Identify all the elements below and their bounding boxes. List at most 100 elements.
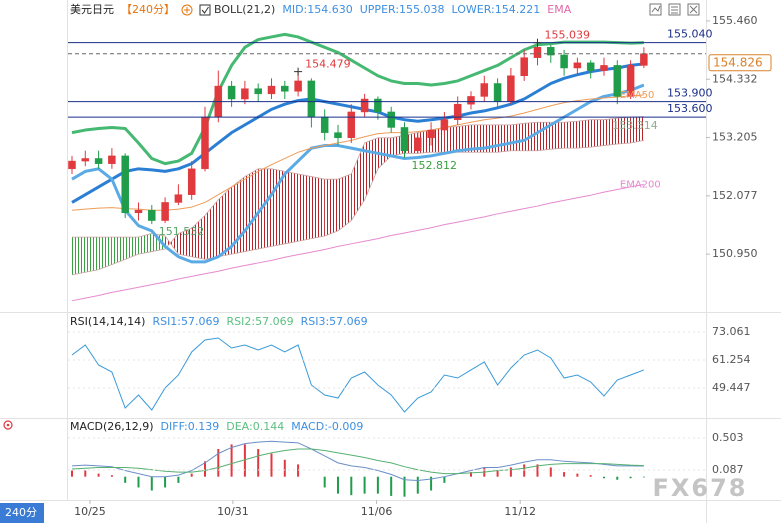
macd-bar bbox=[190, 473, 193, 477]
last-price-label: 154.826 bbox=[713, 56, 763, 70]
macd-bar bbox=[403, 476, 406, 497]
candle-body bbox=[334, 132, 342, 139]
settings-icon[interactable] bbox=[181, 4, 193, 16]
cloud-segment bbox=[324, 179, 338, 237]
macd-bar bbox=[336, 476, 339, 494]
candle-body bbox=[294, 80, 302, 92]
cloud-segment bbox=[603, 118, 618, 146]
icon-button[interactable] bbox=[687, 3, 700, 16]
checkbox[interactable] bbox=[199, 4, 211, 16]
y-tick-label: 49.447 bbox=[712, 381, 751, 394]
cloud-segment bbox=[151, 233, 166, 252]
macd-bar bbox=[523, 464, 526, 477]
candle-body bbox=[241, 88, 249, 100]
indicator-label: EMA bbox=[547, 3, 571, 16]
candle-body bbox=[148, 209, 156, 221]
macd-bar bbox=[430, 476, 433, 491]
macd-bar bbox=[376, 476, 379, 494]
macd-bar bbox=[84, 470, 87, 477]
period-button-label[interactable]: 240分 bbox=[5, 506, 37, 519]
cloud-segment bbox=[550, 122, 565, 150]
panel-title: RSI(14,14,14) bbox=[70, 315, 145, 328]
y-tick-label: 73.061 bbox=[712, 325, 751, 338]
macd-bar bbox=[283, 459, 286, 477]
panel-title: MACD(26,12,9) bbox=[70, 420, 154, 433]
indicator-label: DIFF:0.139 bbox=[161, 420, 220, 433]
candle-body bbox=[547, 47, 555, 56]
cloud-segment bbox=[564, 121, 578, 149]
macd-bar bbox=[496, 470, 499, 477]
macd-bar bbox=[164, 476, 167, 488]
side-icon[interactable] bbox=[3, 420, 13, 430]
candle-body bbox=[187, 168, 196, 195]
macd-bar bbox=[509, 467, 512, 477]
x-tick-label: 10/31 bbox=[217, 505, 249, 518]
icon-glyph bbox=[671, 6, 678, 14]
candle-body bbox=[94, 158, 103, 164]
period-label: 【240分】 bbox=[121, 3, 175, 16]
last-price-box bbox=[708, 54, 772, 72]
candle-body bbox=[374, 98, 382, 113]
macd-bar bbox=[576, 473, 579, 477]
icon-button[interactable] bbox=[668, 3, 681, 16]
cloud-segment bbox=[497, 124, 511, 153]
extreme-label: 154.479 bbox=[305, 58, 351, 71]
icon-glyph bbox=[689, 5, 698, 14]
cloud-segment bbox=[630, 116, 644, 143]
candle-body bbox=[573, 62, 582, 69]
icon-button[interactable] bbox=[649, 3, 662, 16]
cloud-segment bbox=[577, 119, 591, 149]
candle-body bbox=[347, 111, 356, 139]
macd-bar bbox=[616, 476, 619, 480]
period-button[interactable] bbox=[0, 503, 44, 523]
price-line-label: 153.900 bbox=[667, 87, 713, 100]
instrument-title: 美元日元 bbox=[70, 3, 114, 16]
icon[interactable] bbox=[3, 420, 13, 430]
cloud-segment bbox=[258, 168, 272, 249]
macd-bar bbox=[323, 476, 326, 488]
candle-body bbox=[493, 83, 502, 102]
macd-bar bbox=[217, 449, 220, 477]
cloud-segment bbox=[617, 117, 631, 145]
extreme-marker bbox=[294, 67, 303, 76]
candle-body bbox=[440, 119, 449, 131]
cloud-segment bbox=[470, 124, 485, 153]
macd-bar bbox=[563, 472, 566, 477]
candle-body bbox=[201, 116, 209, 170]
candle-body bbox=[174, 194, 183, 203]
cloud-segment bbox=[337, 173, 352, 231]
candle-body bbox=[427, 129, 435, 139]
macd-bar bbox=[297, 464, 300, 477]
extreme-label: 151.532 bbox=[159, 225, 205, 238]
indicator-label: BOLL(21,2) bbox=[214, 3, 275, 16]
cloud-segment bbox=[178, 228, 192, 257]
cloud-segment bbox=[351, 142, 365, 221]
series-label: EMA50 bbox=[620, 90, 655, 101]
macd-bar bbox=[137, 476, 140, 488]
y-tick-label: 0.503 bbox=[712, 431, 744, 444]
macd-bar bbox=[177, 476, 180, 483]
cloud-segment bbox=[510, 123, 525, 151]
rsi-plot bbox=[71, 337, 645, 413]
indicator-line bbox=[71, 183, 644, 302]
toolbar-icons[interactable] bbox=[649, 3, 700, 16]
indicator-label: MID:154.630 bbox=[282, 3, 352, 16]
macd-line bbox=[71, 448, 644, 475]
candle-body bbox=[387, 111, 395, 128]
macd-bar bbox=[469, 472, 472, 477]
cloud-segment bbox=[125, 237, 139, 260]
macd-line bbox=[71, 440, 644, 482]
indicator-line bbox=[71, 83, 645, 264]
macd-bar bbox=[629, 476, 632, 479]
candle-body bbox=[586, 62, 595, 71]
candle-body bbox=[307, 80, 316, 118]
candle-body bbox=[414, 137, 422, 151]
indicator-label: UPPER:155.038 bbox=[360, 3, 445, 16]
indicator-label: MACD:-0.009 bbox=[291, 420, 363, 433]
cloud-segment bbox=[311, 176, 325, 239]
indicator-line bbox=[71, 32, 644, 166]
y-tick-label: 150.950 bbox=[712, 247, 758, 260]
candle-body bbox=[507, 75, 515, 102]
